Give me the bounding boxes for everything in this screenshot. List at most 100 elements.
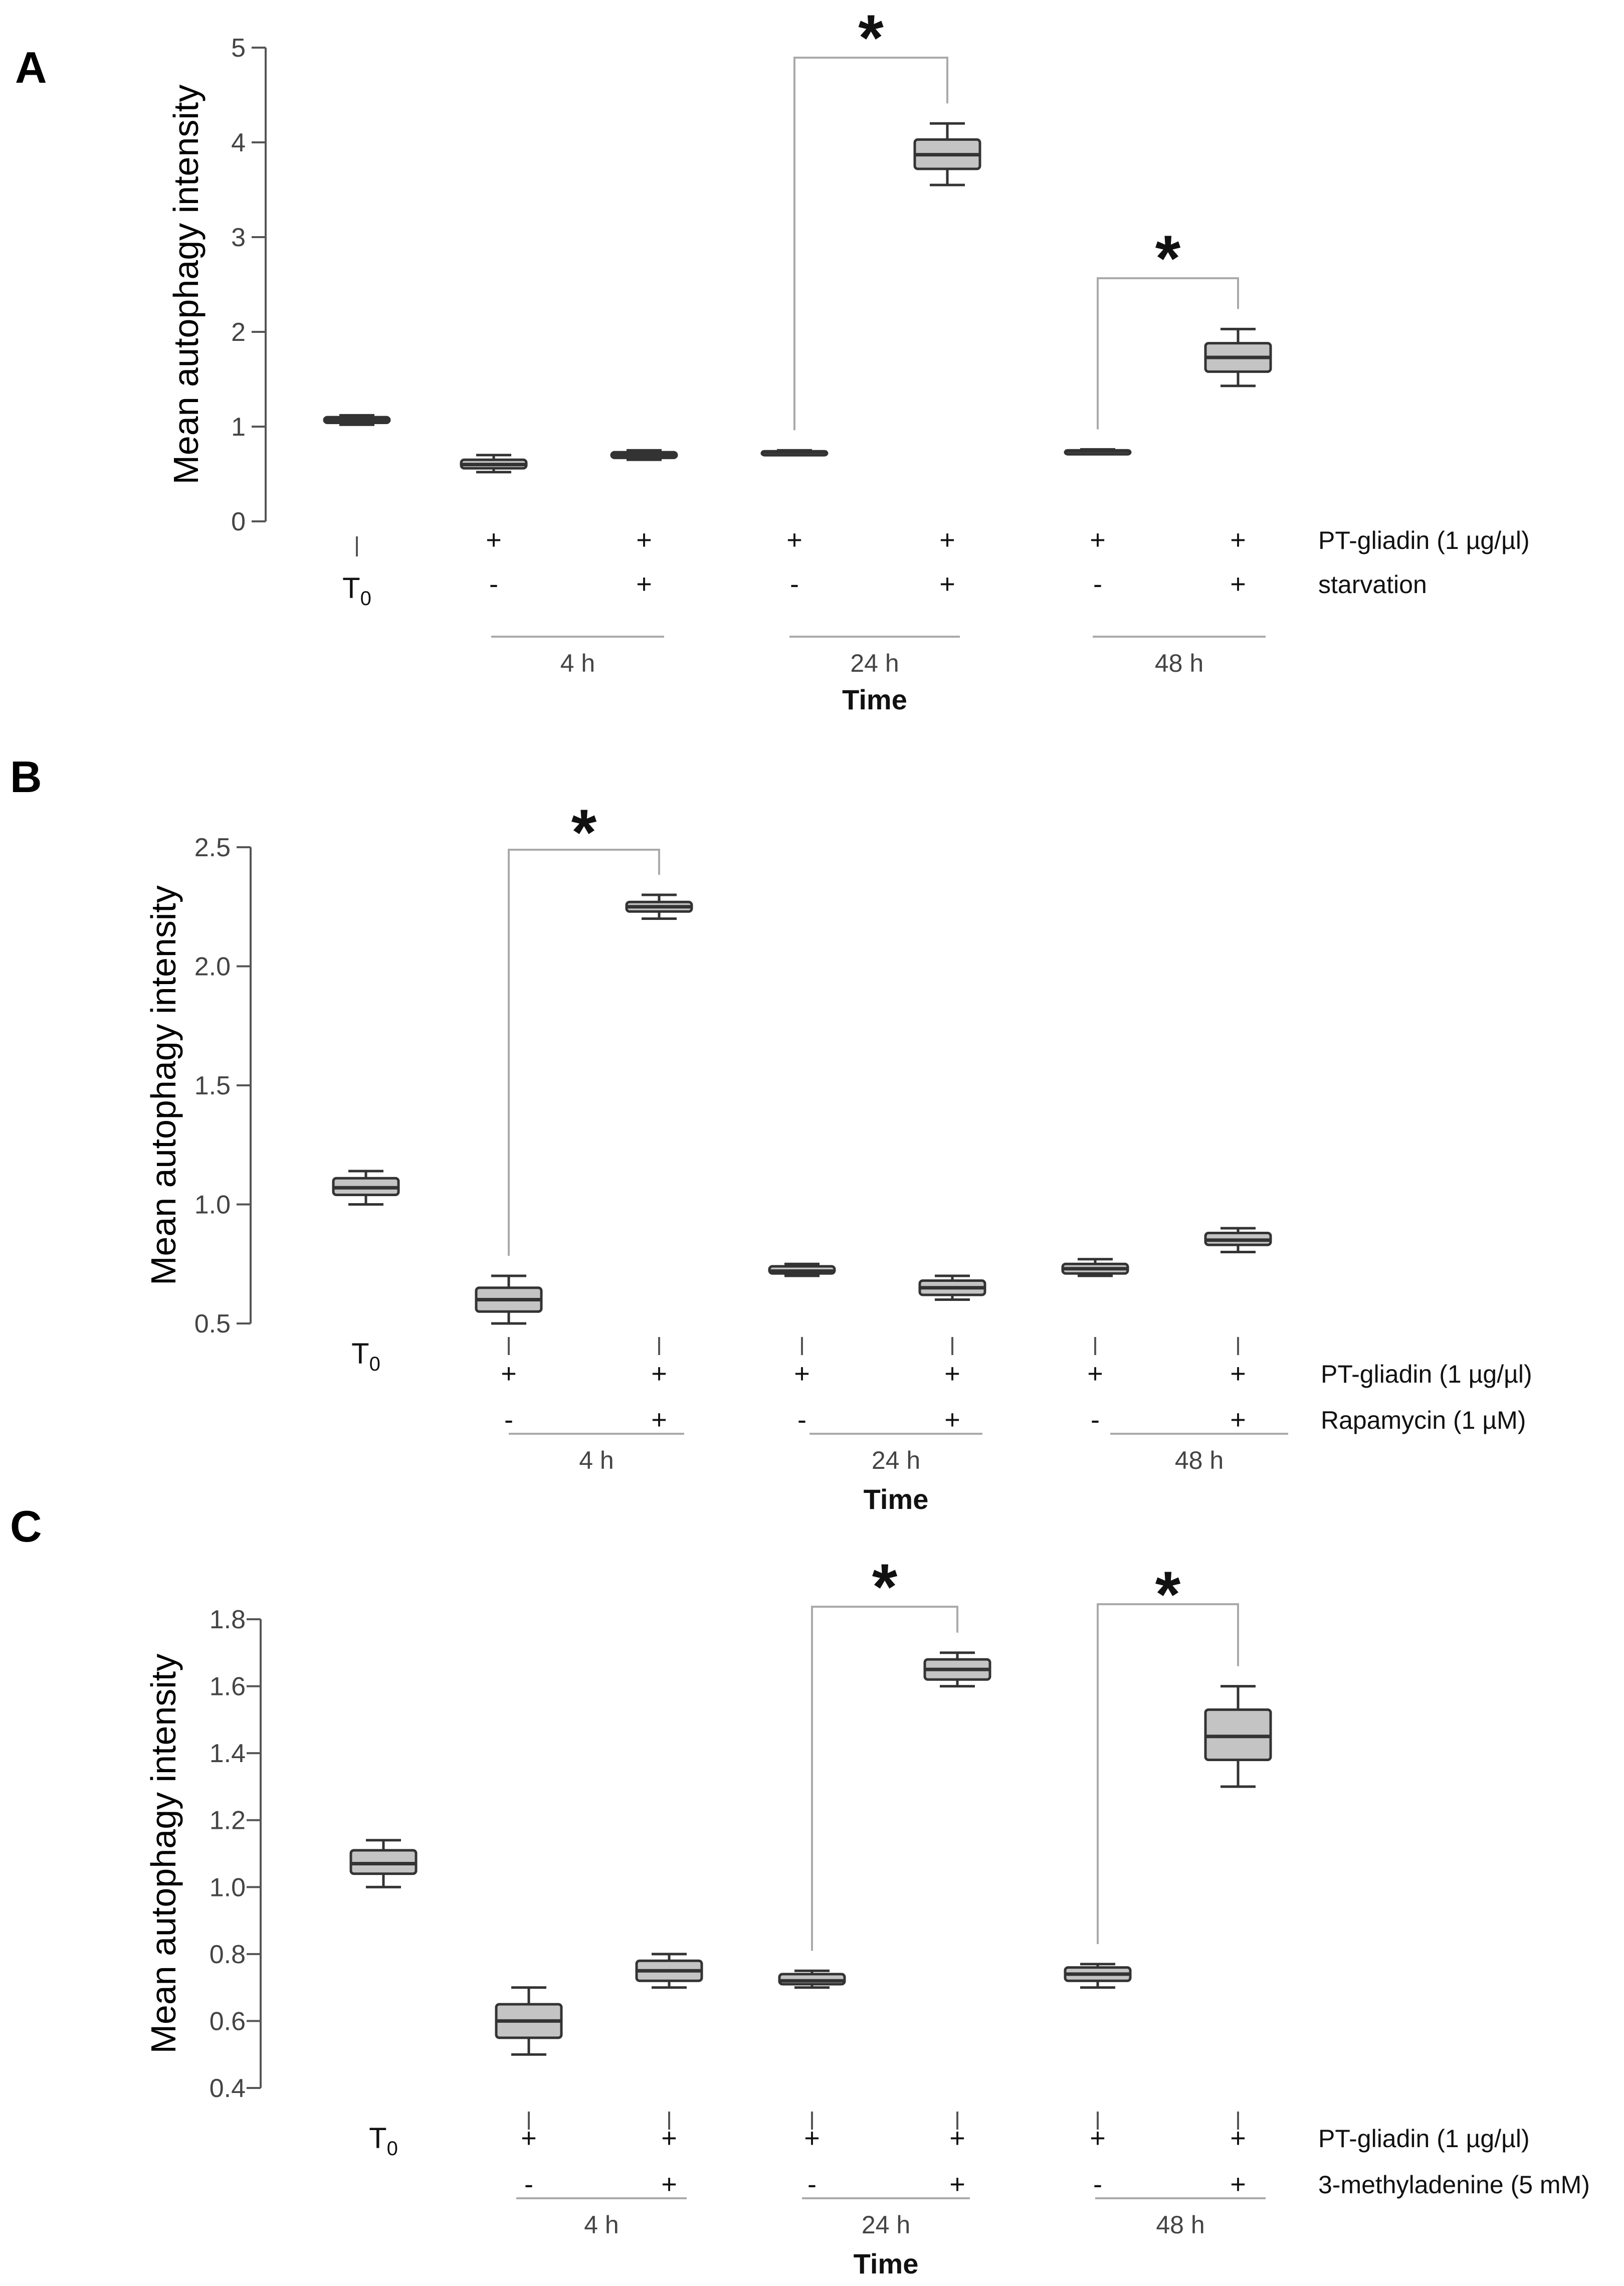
condition-row1-sign: + (944, 1359, 960, 1389)
condition-row2-sign: - (1091, 1405, 1100, 1435)
condition-row2-sign: + (651, 1405, 667, 1435)
x-axis-label: Time (864, 1483, 929, 1515)
box-1: +- (495, 1986, 563, 2199)
t0-subscript: 0 (387, 2138, 398, 2160)
y-axis-label: Mean autophagy intensity (144, 1654, 183, 2054)
condition-row2-sign: - (504, 1405, 513, 1435)
significance-star: * (872, 1550, 898, 1623)
condition-row1-sign: + (1230, 525, 1246, 555)
t0-label: T0 (351, 1338, 380, 1375)
significance-star: * (858, 1, 884, 74)
box-5: +- (1061, 1258, 1129, 1435)
condition-row1-sign: + (501, 1359, 517, 1389)
condition-row1-sign: + (939, 525, 955, 555)
box-0 (349, 1839, 418, 1888)
box-0 (323, 414, 391, 426)
y-tick-label: 1 (231, 413, 246, 442)
x-axis-label: Time (842, 684, 907, 715)
box-4: ++ (918, 1274, 986, 1435)
panel-b: B 0.5 1.0 1.5 2.0 2.5 Mean autophagy intensity… (10, 752, 1532, 1515)
condition-row2-sign: + (939, 569, 955, 599)
y-tick-label: 4 (231, 128, 246, 157)
box-4: ++ (923, 1651, 991, 2199)
condition-row1-sign: + (794, 1359, 810, 1389)
condition-row1-sign: + (1090, 525, 1106, 555)
row-label-1: PT-gliadin (1 µg/µl) (1321, 1360, 1532, 1388)
y-tick-label: 0.8 (210, 1940, 246, 1969)
y-tick-label: 1.0 (210, 1873, 246, 1902)
row-label-1: PT-gliadin (1 µg/µl) (1318, 526, 1530, 554)
y-axis-label: Mean autophagy intensity (144, 885, 183, 1285)
box-1: +- (475, 1274, 543, 1435)
condition-row1-sign: + (1230, 1359, 1246, 1389)
time-group-label: 24 h (862, 2211, 910, 2239)
y-tick-label: 0.5 (194, 1309, 231, 1339)
condition-row2-sign: - (1093, 569, 1102, 599)
box-2: ++ (610, 449, 678, 599)
t0-label: T0 (342, 572, 371, 610)
condition-row2-sign: - (1093, 2169, 1102, 2199)
x-axis-label: Time (854, 2248, 919, 2279)
significance-star: * (571, 796, 597, 869)
condition-row2-sign: - (489, 569, 498, 599)
condition-row1-sign: + (486, 525, 502, 555)
box-5: +- (1064, 1963, 1132, 2199)
time-group-label: 48 h (1156, 2211, 1204, 2239)
significance-bracket (1097, 1603, 1239, 1944)
box-6: ++ (1204, 1685, 1272, 2199)
box-2: ++ (625, 893, 693, 1435)
condition-row2-sign: + (949, 2169, 965, 2199)
box-1: +- (460, 454, 528, 599)
y-tick-label: 1.5 (194, 1071, 231, 1100)
condition-row2-sign: - (524, 2169, 533, 2199)
panel-label: B (10, 752, 42, 802)
condition-row2-sign: + (1230, 2169, 1246, 2199)
time-group-label: 24 h (872, 1446, 920, 1474)
condition-row2-sign: + (1230, 569, 1246, 599)
condition-row2-sign: + (636, 569, 652, 599)
time-group-label: 4 h (560, 649, 595, 677)
t0-subscript: 0 (360, 588, 371, 610)
y-axis-label: Mean autophagy intensity (166, 85, 206, 485)
y-tick-label: 5 (231, 34, 246, 63)
significance-bracket (1097, 277, 1239, 430)
panel-c: C 0.4 0.6 0.8 1.0 1.2 1.4 1.6 1.8 Mean autophagy … (10, 1501, 1590, 2279)
condition-row1-sign: + (786, 525, 802, 555)
box-3: +- (760, 449, 829, 599)
y-tick-label: 1.6 (210, 1672, 246, 1701)
box-2: ++ (635, 1953, 703, 2199)
row-label-2: starvation (1318, 570, 1427, 599)
y-tick-label: 0 (231, 507, 246, 536)
significance-bracket (793, 57, 948, 431)
y-tick-label: 2.5 (194, 833, 231, 862)
t0-subscript: 0 (369, 1353, 380, 1375)
panel-label: C (10, 1501, 42, 1551)
y-tick-label: 2.0 (194, 952, 231, 982)
time-group-label: 48 h (1175, 1446, 1224, 1474)
significance-star: * (1155, 222, 1181, 295)
time-group-label: 4 h (579, 1446, 614, 1474)
y-tick-label: 0.6 (210, 2007, 246, 2036)
box-6: ++ (1204, 327, 1272, 599)
box-3: +- (768, 1262, 836, 1435)
time-group-label: 4 h (584, 2211, 619, 2239)
y-tick-label: 3 (231, 223, 246, 252)
significance-bracket (811, 1606, 958, 1951)
time-group-label: 24 h (850, 649, 899, 677)
row-label-2: 3-methyladenine (5 mM) (1318, 2171, 1590, 2199)
condition-row2-sign: + (944, 1405, 960, 1435)
y-tick-label: 1.4 (210, 1739, 246, 1768)
y-tick-label: 1.2 (210, 1806, 246, 1835)
significance-bracket (508, 849, 660, 1256)
condition-row1-sign: + (651, 1359, 667, 1389)
box-3: +- (778, 1969, 846, 2199)
condition-row2-sign: - (807, 2169, 817, 2199)
row-label-2: Rapamycin (1 µM) (1321, 1406, 1526, 1434)
row-label-1: PT-gliadin (1 µg/µl) (1318, 2125, 1530, 2153)
box-4: ++ (913, 122, 981, 599)
significance-star: * (1155, 1558, 1181, 1631)
condition-row2-sign: - (790, 569, 799, 599)
y-tick-label: 2 (231, 318, 246, 347)
